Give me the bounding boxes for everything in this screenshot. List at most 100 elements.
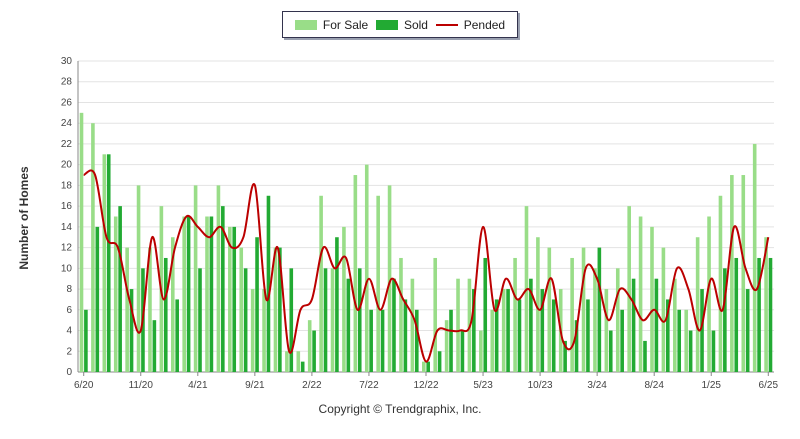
bar-for-sale bbox=[296, 351, 301, 372]
bar-for-sale bbox=[79, 112, 84, 372]
bar-sold bbox=[129, 289, 134, 372]
bar-for-sale bbox=[684, 309, 689, 372]
bar-for-sale bbox=[148, 247, 152, 372]
bar-for-sale bbox=[239, 247, 244, 372]
bar-for-sale bbox=[433, 257, 438, 372]
bar-for-sale bbox=[604, 289, 609, 372]
y-tick-label: 4 bbox=[66, 326, 72, 337]
bar-sold bbox=[198, 268, 202, 372]
bar-sold bbox=[563, 340, 567, 372]
legend-label-for-sale: For Sale bbox=[322, 17, 369, 32]
bar-sold bbox=[677, 309, 682, 372]
bar-for-sale bbox=[182, 216, 186, 372]
bar-sold bbox=[357, 268, 362, 372]
bar-for-sale bbox=[513, 257, 517, 372]
bar-sold bbox=[711, 330, 716, 372]
bar-sold bbox=[540, 289, 545, 372]
bar-for-sale bbox=[250, 289, 255, 372]
bar-sold bbox=[700, 289, 704, 372]
bar-sold bbox=[620, 309, 624, 372]
bar-for-sale bbox=[307, 320, 312, 372]
x-tick-label: 9/21 bbox=[245, 380, 265, 391]
x-tick-label: 10/23 bbox=[528, 380, 553, 391]
line-pended bbox=[83, 169, 770, 363]
bar-for-sale bbox=[741, 175, 746, 372]
legend-label-pended: Pended bbox=[463, 17, 506, 32]
bar-for-sale bbox=[707, 216, 711, 372]
bar-sold bbox=[300, 361, 305, 372]
copyright: Copyright © Trendgraphix, Inc. bbox=[318, 402, 482, 416]
bar-for-sale bbox=[695, 237, 700, 372]
bar-for-sale bbox=[113, 216, 118, 372]
bar-for-sale bbox=[387, 185, 392, 372]
bar-for-sale bbox=[456, 278, 460, 372]
bar-for-sale bbox=[102, 154, 107, 372]
y-tick-label: 8 bbox=[66, 284, 72, 295]
bar-sold bbox=[118, 206, 122, 372]
bar-for-sale bbox=[330, 268, 335, 372]
bar-sold bbox=[666, 299, 670, 372]
x-tick-label: 8/24 bbox=[644, 380, 664, 391]
bar-sold bbox=[369, 309, 373, 372]
bar-for-sale bbox=[410, 278, 415, 372]
bar-for-sale bbox=[536, 237, 540, 372]
bar-sold bbox=[209, 216, 214, 372]
bar-for-sale bbox=[570, 257, 574, 372]
bar-sold bbox=[586, 299, 590, 372]
bar-sold bbox=[95, 226, 100, 372]
bar-sold bbox=[688, 330, 693, 372]
bar-sold bbox=[643, 340, 647, 372]
y-tick-label: 16 bbox=[61, 201, 73, 212]
bar-for-sale bbox=[627, 206, 631, 372]
bar-sold bbox=[574, 320, 579, 372]
legend-item-sold[interactable]: Sold bbox=[375, 17, 428, 32]
x-tick-label: 5/23 bbox=[473, 380, 493, 391]
bar-for-sale bbox=[91, 123, 95, 372]
bar-for-sale bbox=[273, 247, 278, 372]
bar-sold bbox=[426, 361, 430, 372]
bar-sold bbox=[437, 351, 442, 372]
bar-for-sale bbox=[216, 185, 221, 372]
bar-for-sale bbox=[422, 361, 426, 372]
bar-sold bbox=[84, 309, 88, 372]
legend-label-sold: Sold bbox=[403, 17, 428, 32]
legend-item-pended[interactable]: Pended bbox=[435, 17, 506, 32]
bar-sold bbox=[472, 289, 476, 372]
y-tick-label: 0 bbox=[66, 367, 72, 378]
bar-for-sale bbox=[353, 175, 358, 372]
bar-for-sale bbox=[285, 351, 289, 372]
bar-sold bbox=[106, 154, 111, 372]
bar-sold bbox=[517, 299, 522, 372]
bar-for-sale bbox=[650, 226, 654, 372]
bar-sold bbox=[414, 309, 419, 372]
legend: For Sale Sold Pended bbox=[282, 11, 518, 38]
bar-sold bbox=[654, 278, 659, 372]
bar-for-sale bbox=[136, 185, 141, 372]
bar-for-sale bbox=[125, 247, 129, 372]
bar-sold bbox=[232, 226, 237, 372]
bar-sold bbox=[768, 257, 773, 372]
bar-sold bbox=[255, 237, 259, 372]
x-tick-label: 7/22 bbox=[359, 380, 379, 391]
bar-for-sale bbox=[399, 257, 403, 372]
bar-sold bbox=[608, 330, 613, 372]
bar-for-sale bbox=[479, 330, 483, 372]
bar-sold bbox=[380, 309, 385, 372]
y-tick-label: 22 bbox=[61, 139, 73, 150]
y-tick-label: 28 bbox=[61, 77, 73, 88]
bar-for-sale bbox=[342, 226, 346, 372]
legend-item-for-sale[interactable]: For Sale bbox=[294, 17, 369, 32]
bar-for-sale bbox=[490, 309, 495, 372]
bar-for-sale bbox=[319, 195, 323, 372]
x-tick-label: 2/22 bbox=[302, 380, 322, 391]
bar-for-sale bbox=[764, 237, 768, 372]
bar-sold bbox=[175, 299, 179, 372]
bar-sold bbox=[186, 216, 191, 372]
bar-sold bbox=[221, 206, 225, 372]
bar-sold bbox=[460, 330, 465, 372]
bar-sold bbox=[278, 247, 282, 372]
bar-sold bbox=[403, 299, 408, 372]
y-tick-label: 30 bbox=[61, 56, 73, 67]
